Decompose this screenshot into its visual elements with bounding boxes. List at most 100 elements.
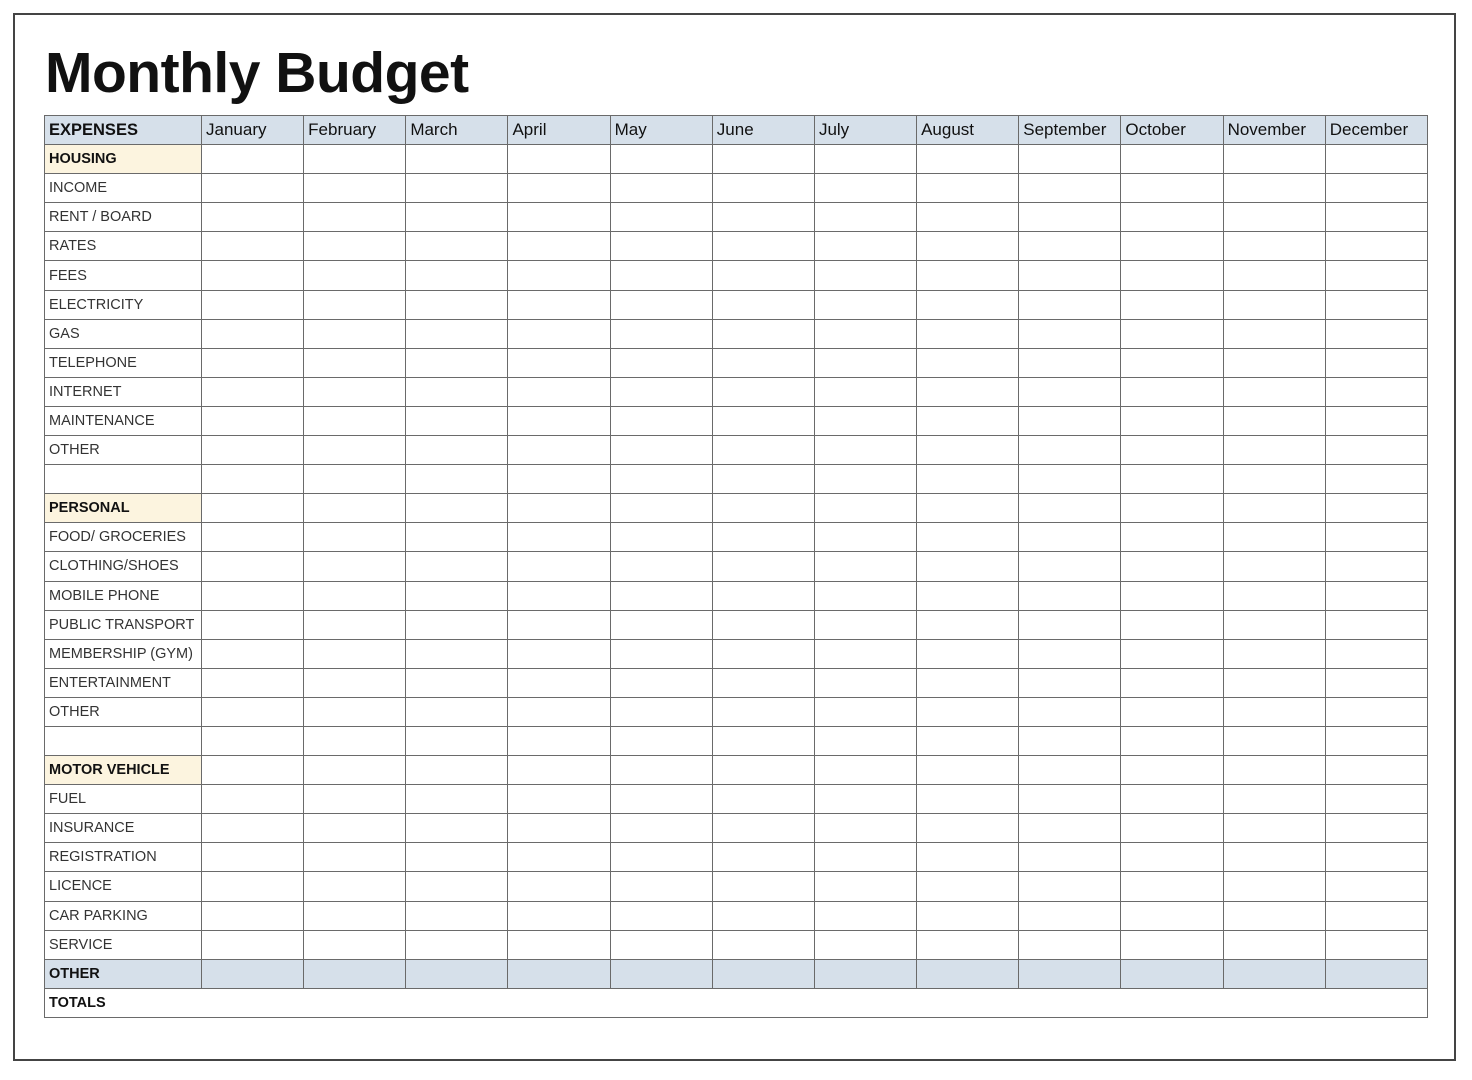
budget-cell-march[interactable] [405, 435, 509, 466]
budget-cell-november[interactable] [1222, 405, 1326, 437]
budget-cell-july[interactable] [813, 958, 918, 989]
budget-cell-november[interactable] [1222, 260, 1326, 291]
budget-cell-may[interactable] [609, 318, 713, 349]
budget-cell-november[interactable] [1222, 784, 1326, 815]
budget-cell-september[interactable] [1018, 609, 1122, 640]
budget-cell-october[interactable] [1120, 144, 1224, 175]
budget-cell-june[interactable] [711, 231, 815, 262]
budget-cell-january[interactable] [200, 755, 305, 786]
budget-cell-february[interactable] [303, 376, 407, 407]
budget-cell-may[interactable] [609, 289, 713, 320]
budget-cell-december[interactable] [1324, 551, 1429, 582]
budget-cell-january[interactable] [200, 842, 305, 873]
budget-cell-november[interactable] [1222, 929, 1326, 960]
budget-cell-august[interactable] [916, 929, 1020, 960]
budget-cell-july[interactable] [813, 551, 918, 582]
budget-cell-october[interactable] [1120, 696, 1224, 727]
budget-cell-june[interactable] [711, 580, 815, 611]
budget-cell-june[interactable] [711, 405, 815, 437]
budget-cell-september[interactable] [1018, 318, 1122, 349]
budget-cell-october[interactable] [1120, 609, 1224, 640]
budget-cell-july[interactable] [813, 638, 918, 669]
budget-cell-august[interactable] [916, 842, 1020, 873]
budget-cell-december[interactable] [1324, 900, 1429, 931]
budget-cell-march[interactable] [405, 144, 509, 175]
budget-cell-june[interactable] [711, 638, 815, 669]
budget-cell-october[interactable] [1120, 784, 1224, 815]
budget-cell-april[interactable] [507, 493, 611, 524]
budget-cell-october[interactable] [1120, 173, 1224, 204]
budget-cell-april[interactable] [507, 464, 611, 495]
budget-cell-february[interactable] [303, 638, 407, 669]
budget-cell-august[interactable] [916, 144, 1020, 175]
budget-cell-may[interactable] [609, 813, 713, 844]
budget-cell-september[interactable] [1018, 347, 1122, 378]
budget-cell-august[interactable] [916, 638, 1020, 669]
budget-cell-august[interactable] [916, 405, 1020, 437]
budget-cell-february[interactable] [303, 929, 407, 960]
budget-cell-february[interactable] [303, 493, 407, 524]
budget-cell-march[interactable] [405, 376, 509, 407]
budget-cell-december[interactable] [1324, 755, 1429, 786]
budget-cell-may[interactable] [609, 405, 713, 437]
budget-cell-september[interactable] [1018, 522, 1122, 553]
budget-cell-february[interactable] [303, 231, 407, 262]
budget-cell-march[interactable] [405, 900, 509, 931]
budget-cell-january[interactable] [200, 958, 305, 989]
budget-cell-june[interactable] [711, 435, 815, 466]
budget-cell-july[interactable] [813, 318, 918, 349]
budget-cell-april[interactable] [507, 144, 611, 175]
budget-cell-december[interactable] [1324, 231, 1429, 262]
budget-cell-june[interactable] [711, 842, 815, 873]
budget-cell-april[interactable] [507, 405, 611, 437]
budget-cell-september[interactable] [1018, 784, 1122, 815]
budget-cell-december[interactable] [1324, 842, 1429, 873]
budget-cell-november[interactable] [1222, 609, 1326, 640]
budget-cell-october[interactable] [1120, 522, 1224, 553]
budget-cell-september[interactable] [1018, 929, 1122, 960]
budget-cell-july[interactable] [813, 696, 918, 727]
budget-cell-june[interactable] [711, 725, 815, 757]
budget-cell-august[interactable] [916, 871, 1020, 902]
budget-cell-october[interactable] [1120, 842, 1224, 873]
budget-cell-january[interactable] [200, 231, 305, 262]
budget-cell-october[interactable] [1120, 464, 1224, 495]
budget-cell-may[interactable] [609, 725, 713, 757]
budget-cell-april[interactable] [507, 696, 611, 727]
budget-cell-february[interactable] [303, 667, 407, 698]
budget-cell-october[interactable] [1120, 405, 1224, 437]
budget-cell-september[interactable] [1018, 580, 1122, 611]
budget-cell-december[interactable] [1324, 260, 1429, 291]
budget-cell-november[interactable] [1222, 435, 1326, 466]
budget-cell-september[interactable] [1018, 871, 1122, 902]
budget-cell-july[interactable] [813, 929, 918, 960]
budget-cell-january[interactable] [200, 580, 305, 611]
budget-cell-september[interactable] [1018, 755, 1122, 786]
budget-cell-june[interactable] [711, 609, 815, 640]
budget-cell-may[interactable] [609, 667, 713, 698]
budget-cell-march[interactable] [405, 842, 509, 873]
budget-cell-january[interactable] [200, 871, 305, 902]
budget-cell-october[interactable] [1120, 551, 1224, 582]
budget-cell-december[interactable] [1324, 667, 1429, 698]
budget-cell-april[interactable] [507, 522, 611, 553]
budget-cell-november[interactable] [1222, 289, 1326, 320]
budget-cell-may[interactable] [609, 696, 713, 727]
budget-cell-february[interactable] [303, 551, 407, 582]
budget-cell-march[interactable] [405, 696, 509, 727]
budget-cell-august[interactable] [916, 231, 1020, 262]
budget-cell-april[interactable] [507, 376, 611, 407]
budget-cell-june[interactable] [711, 289, 815, 320]
budget-cell-september[interactable] [1018, 144, 1122, 175]
budget-cell-november[interactable] [1222, 958, 1326, 989]
budget-cell-april[interactable] [507, 609, 611, 640]
budget-cell-june[interactable] [711, 696, 815, 727]
budget-cell-february[interactable] [303, 871, 407, 902]
budget-cell-august[interactable] [916, 813, 1020, 844]
budget-cell-january[interactable] [200, 376, 305, 407]
budget-cell-may[interactable] [609, 522, 713, 553]
budget-cell-july[interactable] [813, 144, 918, 175]
budget-cell-august[interactable] [916, 755, 1020, 786]
budget-cell-august[interactable] [916, 202, 1020, 233]
budget-cell-january[interactable] [200, 464, 305, 495]
